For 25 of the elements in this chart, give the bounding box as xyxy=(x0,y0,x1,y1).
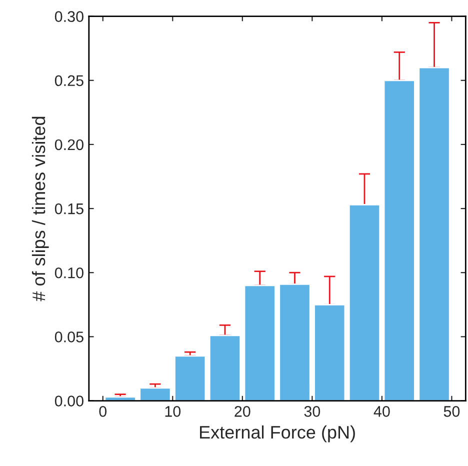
y-axis-title: # of slips / times visited xyxy=(32,116,49,302)
bar xyxy=(314,304,346,401)
x-tick-label: 0 xyxy=(99,406,107,417)
bar xyxy=(348,204,381,401)
y-tick-label: 0.00 xyxy=(54,396,84,406)
y-tick-label: 0.05 xyxy=(54,332,84,342)
bar xyxy=(278,283,311,401)
y-tick-label: 0.15 xyxy=(54,203,84,214)
bar xyxy=(104,396,136,401)
x-tick-label: 50 xyxy=(444,406,460,417)
bar xyxy=(208,334,242,401)
y-tick-label: 0.20 xyxy=(54,139,84,150)
y-tick-label: 0.30 xyxy=(54,11,84,22)
bar xyxy=(174,355,206,401)
bar xyxy=(244,284,276,401)
y-tick-label: 0.10 xyxy=(54,267,84,278)
bar xyxy=(383,80,416,401)
bar xyxy=(139,387,172,401)
x-tick-label: 40 xyxy=(374,406,390,417)
bar xyxy=(418,66,450,401)
y-tick-label: 0.25 xyxy=(54,75,84,86)
x-tick-label: 30 xyxy=(304,406,320,417)
x-tick-label: 10 xyxy=(165,406,181,417)
x-axis-title: External Force (pN) xyxy=(200,425,355,442)
x-tick-label: 20 xyxy=(234,406,250,417)
